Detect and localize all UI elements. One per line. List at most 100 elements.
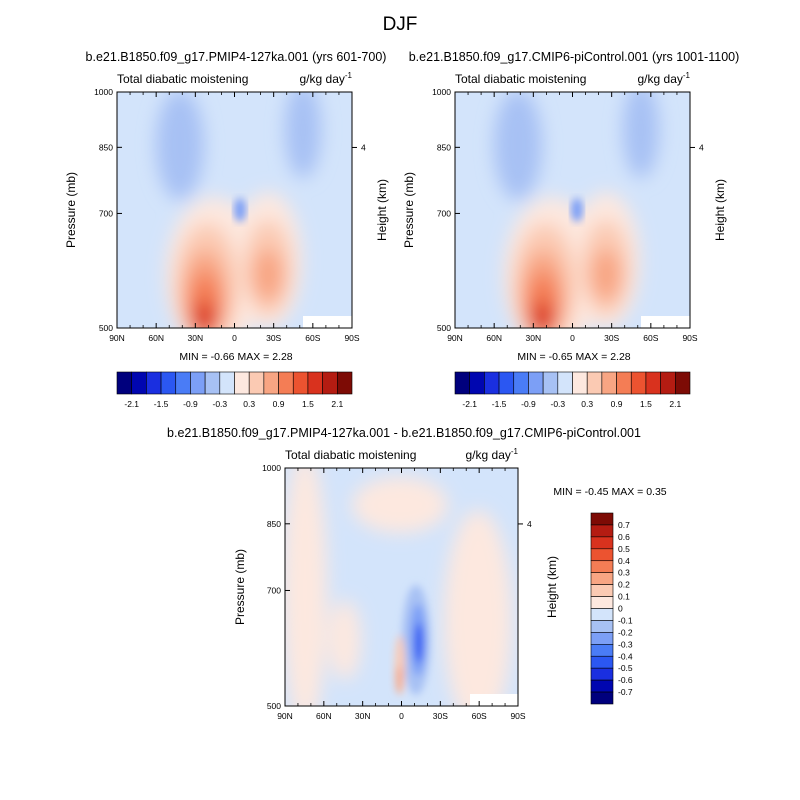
y-tick-label: 500 xyxy=(267,701,281,711)
x-tick-label: 30S xyxy=(604,333,619,343)
colorbar-box xyxy=(484,371,500,395)
colorbar-label: 2.1 xyxy=(669,399,681,409)
panel-difference: b.e21.B1850.f09_g17.PMIP4-127ka.001 - b.… xyxy=(167,426,667,721)
panel-left-string: Total diabatic moistening xyxy=(285,448,416,462)
colorbar-box xyxy=(590,584,614,597)
colorbar-box xyxy=(204,371,221,395)
y-tick-label: 850 xyxy=(437,142,451,152)
colorbar-box xyxy=(542,371,559,395)
colorbar-label: -0.7 xyxy=(618,687,633,697)
y-tick-label: 1000 xyxy=(262,463,281,473)
min-max-readout: MIN = -0.66 MAX = 2.28 xyxy=(179,351,292,363)
y-tick-label: 500 xyxy=(437,323,451,333)
y-tick-label: 700 xyxy=(267,585,281,595)
x-tick-label: 60N xyxy=(148,333,164,343)
y-axis-label: Pressure (mb) xyxy=(233,549,247,625)
colorbar-box xyxy=(645,371,661,395)
colorbar-box xyxy=(590,632,614,645)
colorbar-label: 0.2 xyxy=(618,580,630,590)
colorbar-box xyxy=(586,371,603,395)
max-label: MAX = xyxy=(237,351,269,363)
colorbar-box xyxy=(337,371,353,395)
colorbar-box xyxy=(590,655,614,669)
colorbar-label: 2.1 xyxy=(331,399,343,409)
colorbar-box xyxy=(590,644,614,657)
colorbar-box xyxy=(292,371,309,395)
colorbar-box xyxy=(590,512,614,526)
min-max-readout: MIN = -0.65 MAX = 2.28 xyxy=(517,351,630,363)
pos-region-inner-2 xyxy=(253,249,283,301)
colorbar-label: -0.9 xyxy=(183,399,198,409)
pos-region-upper xyxy=(352,477,448,533)
colorbar-box xyxy=(590,679,614,693)
y-axis-right-label: Height (km) xyxy=(375,179,389,241)
colorbar-label: 0.6 xyxy=(618,532,630,542)
x-tick-label: 60S xyxy=(643,333,658,343)
y-right-tick-label: 4 xyxy=(361,142,366,152)
y-tick-label: 850 xyxy=(99,142,113,152)
units-text: g/kg day xyxy=(300,72,345,86)
colorbar-label: -0.3 xyxy=(212,399,227,409)
panel-case-title: b.e21.B1850.f09_g17.CMIP6-piControl.001 … xyxy=(409,50,740,64)
max-value: 2.28 xyxy=(272,351,293,363)
colorbar-box xyxy=(590,620,614,633)
colorbar-box xyxy=(572,371,588,395)
colorbar-box xyxy=(616,371,632,395)
neg-region-north xyxy=(156,92,204,200)
pos-core-2 xyxy=(530,302,554,328)
colorbar-box xyxy=(590,596,614,609)
neg-core xyxy=(415,623,423,663)
colorbar: -2.1 -1.5 -0.9 -0.3 0.3 0.9 1.5 2.1 xyxy=(454,371,691,409)
y-tick-label: 1000 xyxy=(432,87,451,97)
colorbar-label: 0.4 xyxy=(618,556,630,566)
colorbar-label: -0.1 xyxy=(618,615,633,625)
pos-region-north-2 xyxy=(329,600,361,680)
pos-core-2 xyxy=(192,302,216,328)
pos-equator-core xyxy=(396,666,402,694)
x-tick-label: 90N xyxy=(277,711,293,721)
colorbar-box xyxy=(590,548,614,562)
x-tick-label: 0 xyxy=(399,711,404,721)
y-right-tick-label: 4 xyxy=(699,142,704,152)
neg-equator xyxy=(234,198,246,222)
missing-data xyxy=(641,316,690,328)
y-axis-label: Pressure (mb) xyxy=(64,172,78,248)
min-value: -0.66 xyxy=(211,351,235,363)
panel-top-left: b.e21.B1850.f09_g17.PMIP4-127ka.001 (yrs… xyxy=(64,50,389,409)
panel-left-string: Total diabatic moistening xyxy=(117,72,248,86)
x-axis: 90N 60N 30N 0 30S 60S 90S xyxy=(109,92,360,343)
min-label: MIN = xyxy=(553,486,581,498)
neg-region-north xyxy=(494,92,542,200)
x-tick-label: 90S xyxy=(344,333,359,343)
colorbar-vertical: 0.7 0.6 0.5 0.4 0.3 0.2 0.1 0-0.1 -0.2 -0.3 -0.4 -0… xyxy=(590,512,633,705)
colorbar-label: -0.6 xyxy=(618,675,633,685)
colorbar-label: -1.5 xyxy=(492,399,507,409)
colorbar-box xyxy=(590,560,614,573)
colorbar-box xyxy=(131,371,147,395)
y-tick-label: 700 xyxy=(99,208,113,218)
y-tick-label: 700 xyxy=(437,208,451,218)
min-label: MIN = xyxy=(517,351,545,363)
colorbar-box xyxy=(454,371,470,395)
y-tick-label: 1000 xyxy=(94,87,113,97)
colorbar-box xyxy=(263,371,279,395)
colorbar-label: 0.7 xyxy=(618,520,630,530)
panel-left-string: Total diabatic moistening xyxy=(455,72,586,86)
panel-case-title: b.e21.B1850.f09_g17.PMIP4-127ka.001 (yrs… xyxy=(86,50,387,64)
units-exponent: -1 xyxy=(683,71,691,80)
min-max-readout: MIN = -0.45 MAX = 0.35 xyxy=(553,486,666,498)
x-tick-label: 90N xyxy=(109,333,125,343)
neg-region-south xyxy=(623,92,659,178)
colorbar-box xyxy=(175,371,191,395)
x-tick-label: 30S xyxy=(266,333,281,343)
x-tick-label: 0 xyxy=(232,333,237,343)
min-label: MIN = xyxy=(179,351,207,363)
colorbar-box xyxy=(513,371,529,395)
colorbar-label: 0.3 xyxy=(581,399,593,409)
units-text: g/kg day xyxy=(638,72,683,86)
x-tick-label: 90S xyxy=(510,711,525,721)
x-tick-label: 30N xyxy=(188,333,204,343)
x-tick-label: 60N xyxy=(486,333,502,343)
colorbar-label: -0.2 xyxy=(618,627,633,637)
